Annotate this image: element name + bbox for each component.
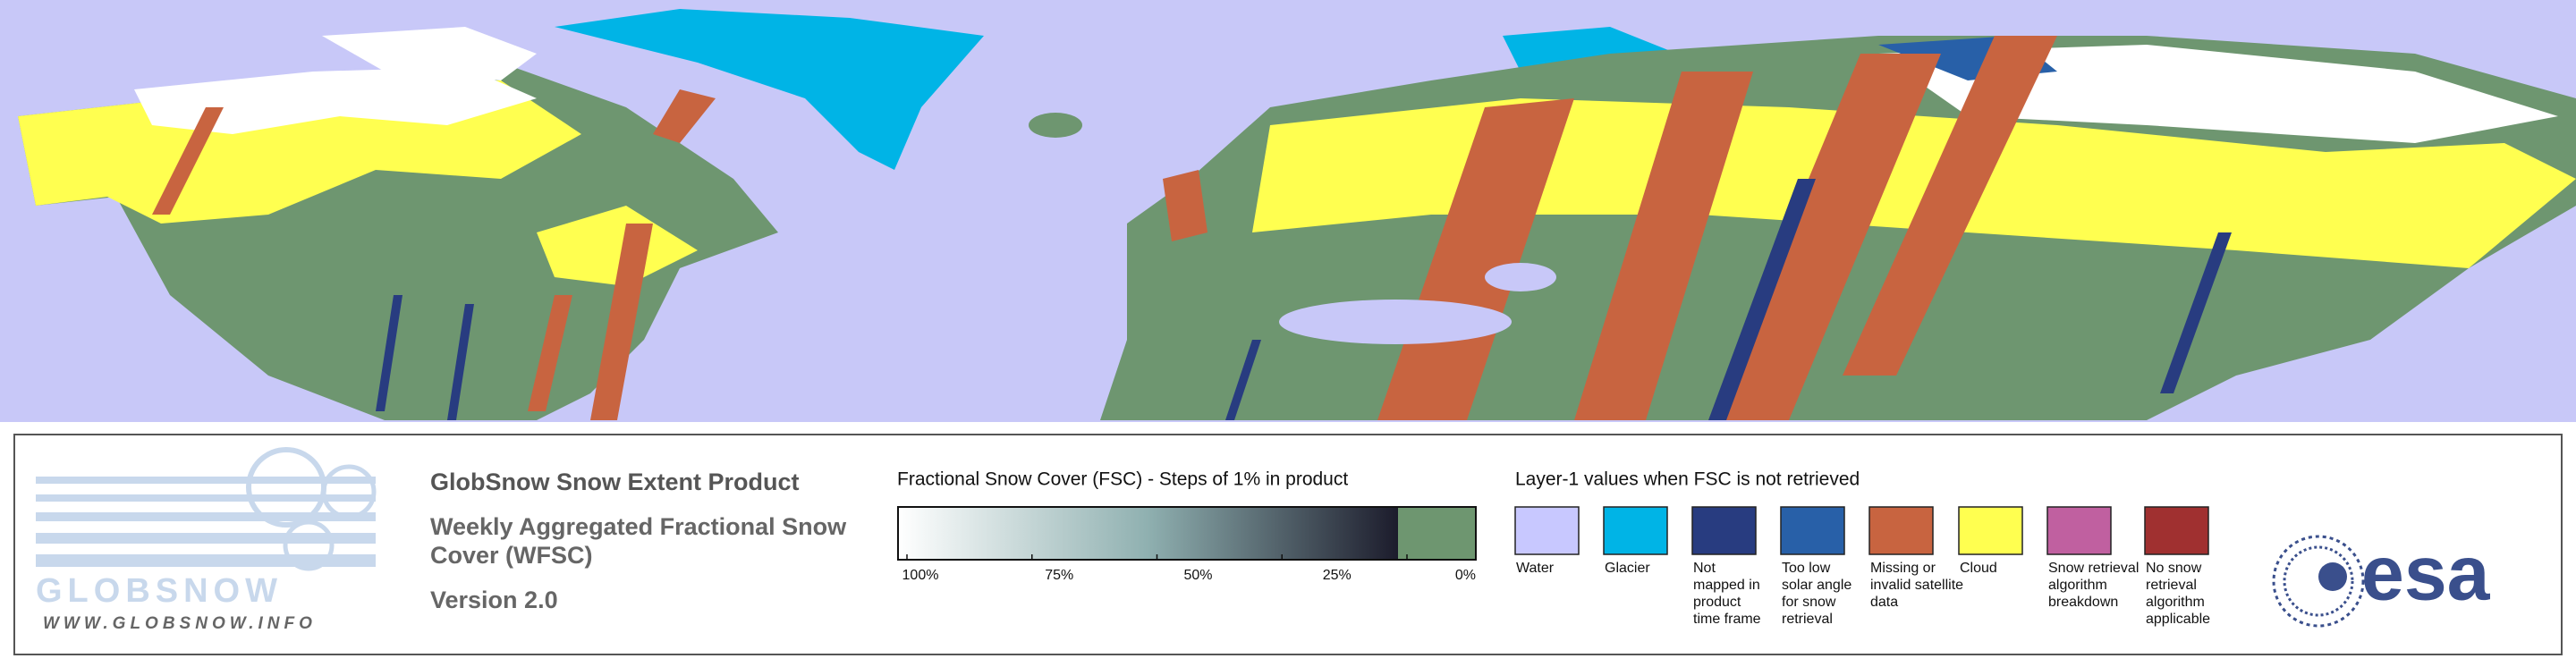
iceland	[1029, 113, 1082, 138]
layer-swatch	[1958, 506, 2023, 555]
british-isles	[1163, 170, 1208, 241]
layer-swatch	[2144, 506, 2209, 555]
layer-label: retrieval	[2146, 578, 2197, 593]
layer-swatch	[1514, 506, 1580, 555]
layer-label: solar angle	[1782, 578, 1852, 593]
fsc-gradient	[898, 507, 1398, 560]
mediterranean	[1279, 300, 1512, 344]
black-sea	[1485, 263, 1556, 291]
esa-wordmark: esa	[2361, 531, 2491, 617]
layer-label: applicable	[2146, 612, 2210, 627]
layer-label: invalid satellite	[1870, 578, 1963, 593]
not-mapped-stripe	[447, 304, 474, 420]
layer-label: algorithm	[2048, 578, 2107, 593]
layer-label: Snow retrieval	[2048, 561, 2139, 576]
missing-stripe	[152, 107, 224, 215]
missing-stripe	[1574, 72, 1753, 420]
not-mapped-stripe	[2160, 232, 2232, 393]
version: Version 2.0	[430, 587, 558, 613]
fsc-label: 75%	[1045, 568, 1073, 583]
product-subtitle: Weekly Aggregated Fractional Snow	[430, 513, 847, 540]
not-mapped-stripe	[1708, 179, 1816, 420]
layer-label: Too low	[1782, 561, 1831, 576]
fsc-label: 25%	[1323, 568, 1352, 583]
layer-label: product	[1693, 595, 1741, 610]
logo-name: GLOBSNOW	[36, 572, 283, 610]
fsc-frame	[897, 506, 1477, 561]
layer-label: for snow	[1782, 595, 1836, 610]
layer-swatch	[2046, 506, 2112, 555]
layer-label: time frame	[1693, 612, 1761, 627]
layer-swatch	[1691, 506, 1757, 555]
esa-logo: esa	[2272, 531, 2491, 628]
layer-label: Water	[1516, 561, 1555, 576]
layer-swatch	[1780, 506, 1845, 555]
product-title: GlobSnow Snow Extent Product	[430, 469, 800, 495]
layer-label: algorithm	[2146, 595, 2205, 610]
layer-label: retrieval	[1782, 612, 1833, 627]
fsc-label: 100%	[902, 568, 939, 583]
layer-label: No snow	[2146, 561, 2202, 576]
snow-region	[134, 67, 537, 134]
missing-stripe	[590, 224, 653, 420]
no-snow-swatch	[1398, 507, 1476, 560]
fsc-title: Fractional Snow Cover (FSC) - Steps of 1…	[897, 469, 1348, 490]
arctic-islands	[322, 27, 537, 80]
product-subtitle: Cover (WFSC)	[430, 542, 593, 569]
layer-label: data	[1870, 595, 1898, 610]
layer-swatch	[1603, 506, 1668, 555]
missing-stripe	[1843, 36, 2057, 376]
layer-label: breakdown	[2048, 595, 2118, 610]
missing-stripe	[528, 295, 572, 411]
greenland	[555, 9, 984, 170]
missing-stripe	[653, 89, 716, 143]
layer-label: Glacier	[1605, 561, 1650, 576]
fsc-colorbar: 100% 75% 50% 25% 0%	[897, 506, 1477, 583]
cloud-region	[1252, 98, 2576, 268]
logo-url: WWW.GLOBSNOW.INFO	[43, 614, 317, 633]
missing-stripe	[1708, 54, 1941, 420]
globsnow-logo: GLOBSNOW WWW.GLOBSNOW.INFO	[36, 447, 377, 633]
fsc-label: 50%	[1183, 568, 1212, 583]
layer-label: Missing or	[1870, 561, 1936, 576]
layer-title: Layer-1 values when FSC is not retrieved	[1515, 469, 1860, 490]
layer-legend: Water Glacier Not mapped in product time fram…	[1514, 506, 2210, 627]
layer-label: Cloud	[1960, 561, 1997, 576]
fsc-label: 0%	[1455, 568, 1476, 583]
cloud-region	[537, 206, 698, 286]
not-mapped-stripe	[1225, 340, 1261, 420]
not-mapped-stripe	[376, 295, 402, 411]
map	[0, 0, 2576, 422]
layer-swatch	[1868, 506, 1934, 555]
layer-label: mapped in	[1693, 578, 1760, 593]
layer-label: Not	[1693, 561, 1716, 576]
